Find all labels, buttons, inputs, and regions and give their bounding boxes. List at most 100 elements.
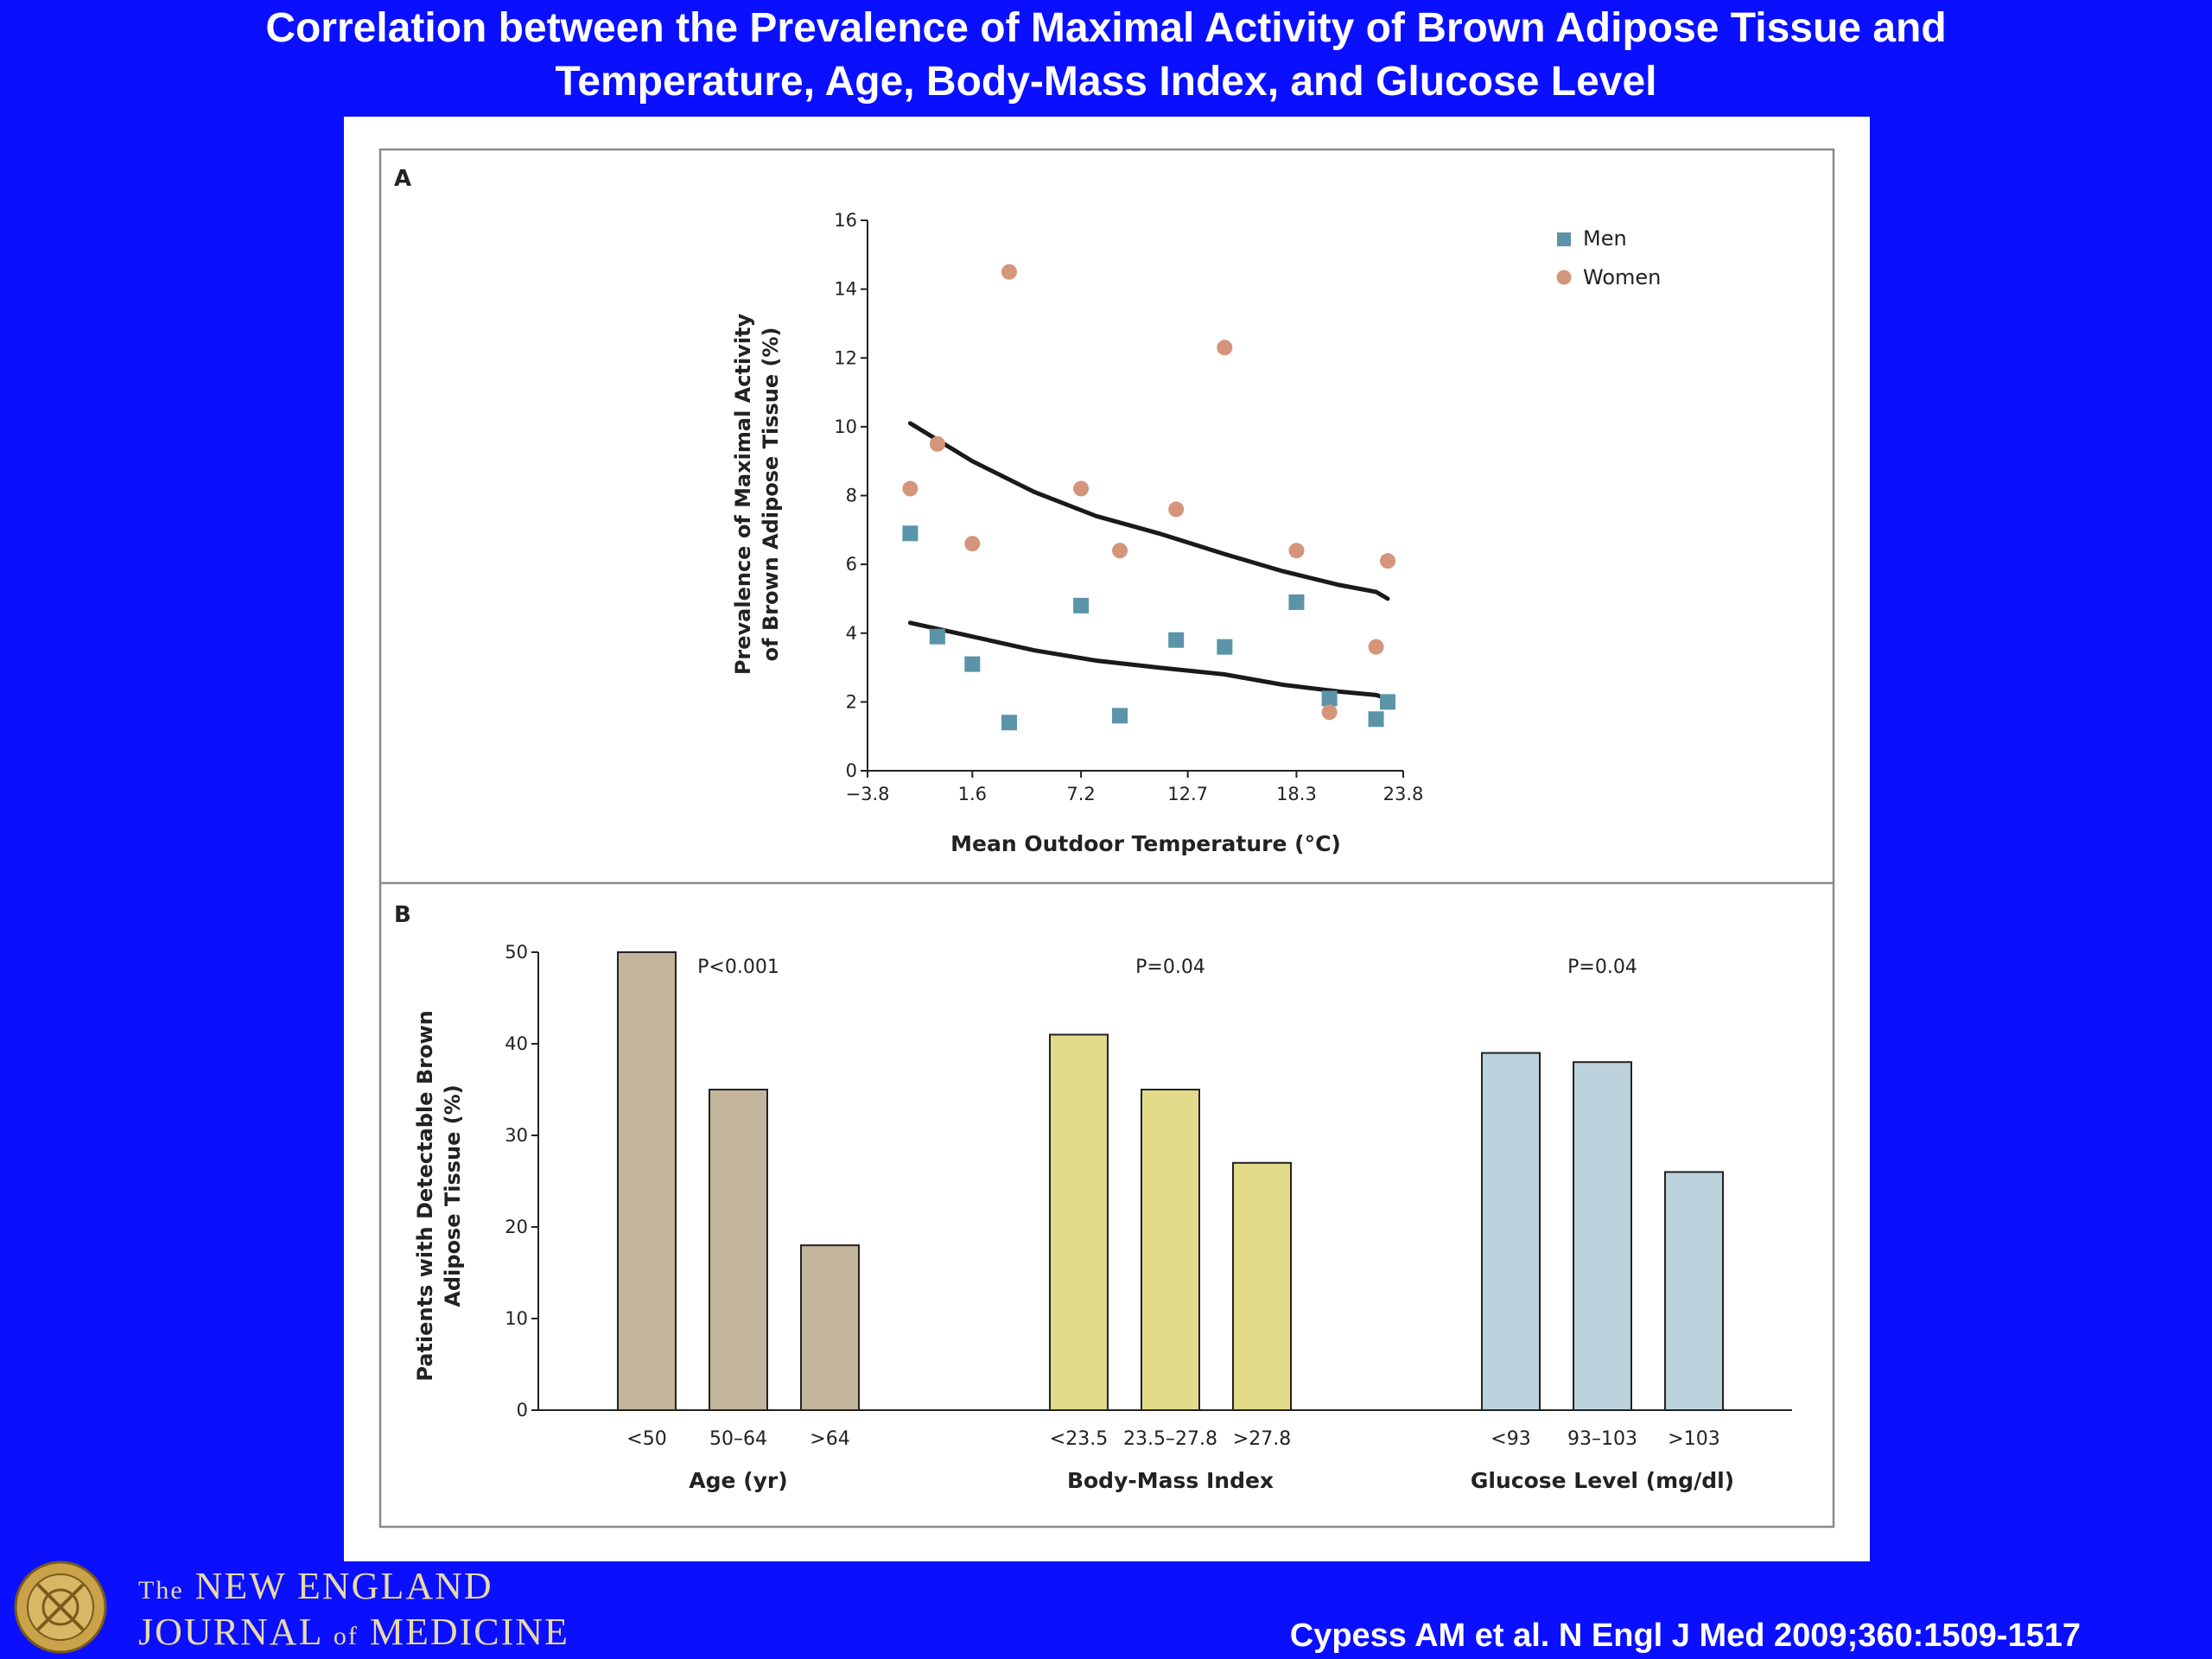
panel-a-x-tick-label: 18.3 (1276, 784, 1317, 804)
legend-men-marker (1557, 232, 1571, 246)
men-data-point (1112, 708, 1128, 724)
panel-a-y-axis-label-line-2: of Brown Adipose Tissue (%) (759, 327, 783, 662)
bar-1-2 (709, 1089, 768, 1411)
bar-category-label: <23.5 (1050, 1428, 1108, 1450)
panel-b-y-tick-label: 10 (505, 1308, 528, 1329)
women-data-point (1112, 543, 1128, 559)
panel-a-x-tick-label: 12.7 (1167, 784, 1208, 804)
panel-a-x-tick-label: 23.8 (1383, 784, 1424, 804)
panel-b-y-axis-label-line-1: Patients with Detectable Brown (413, 1010, 437, 1381)
bar-category-label: >103 (1668, 1428, 1719, 1450)
panel-b-bars: <50 50–64 >64 Age (yr) P<0.001 <23.5 23.5–27.8… (617, 951, 1734, 1493)
women-data-point (1368, 639, 1384, 655)
bar-group-label: Glucose Level (mg/dl) (1471, 1468, 1734, 1493)
men-data-point (1073, 597, 1090, 613)
p-value-label: P<0.001 (697, 957, 779, 978)
panel-a-y-tick-label: 6 (846, 554, 857, 575)
women-data-point (1288, 543, 1305, 559)
men-data-point (1001, 715, 1017, 731)
women-data-point (1217, 340, 1233, 356)
bar-category-label: >64 (810, 1428, 849, 1450)
legend-women-label: Women (1583, 265, 1661, 289)
trend-line-women (907, 421, 1390, 601)
trend-line-men (907, 620, 1390, 701)
panel-b-y-tick-label: 20 (505, 1217, 528, 1237)
panel-a-x-tick-label: 7.2 (1066, 784, 1095, 804)
women-data-point (1073, 480, 1090, 497)
bar-2-3 (1232, 1161, 1292, 1412)
bar-category-label: <50 (626, 1428, 666, 1450)
men-data-point (1217, 639, 1233, 655)
men-data-point (1288, 594, 1305, 610)
slide-title: Correlation between the Prevalence of Ma… (0, 0, 2212, 109)
bar-category-label: <93 (1491, 1428, 1530, 1450)
men-data-point (929, 628, 945, 645)
journal-line-2b: MEDICINE (369, 1611, 569, 1653)
men-data-point (1380, 694, 1396, 710)
journal-prefix: The (138, 1576, 184, 1605)
bar-category-label: 50–64 (709, 1428, 767, 1450)
panel-a-trend-lines (907, 421, 1390, 701)
panel-a-y-tick-label: 10 (834, 416, 857, 437)
panel-a-points (902, 264, 1396, 731)
panel-a-x-axis-label: Mean Outdoor Temperature (°C) (950, 831, 1341, 856)
bar-category-label: 93–103 (1567, 1428, 1637, 1450)
slide-title-line-2: Temperature, Age, Body-Mass Index, and G… (555, 59, 1657, 105)
panel-b-y-axis-label-line-2: Adipose Tissue (%) (441, 1084, 465, 1306)
women-data-point (1168, 501, 1185, 518)
panel-a-x-tick-label: 1.6 (958, 784, 987, 804)
panel-b-y-tick-label: 40 (505, 1033, 528, 1054)
bar-category-label: >27.8 (1233, 1428, 1291, 1450)
panel-b-y-tick-label: 30 (505, 1125, 528, 1146)
bar-2-1 (1049, 1033, 1109, 1412)
panel-b-y-tick-label: 0 (517, 1400, 528, 1421)
panel-a-y-axis-label-line-1: Prevalence of Maximal Activity (731, 313, 755, 675)
panel-a-axes: 0 2 4 6 8 10 12 14 16 −3.8 1.6 7.2 12.7 18.3 23.8 (834, 210, 1423, 804)
bar-category-label: 23.5–27.8 (1123, 1428, 1217, 1450)
women-data-point (1001, 264, 1017, 280)
panel-b-y-tick-label: 50 (505, 942, 528, 963)
women-data-point (964, 536, 981, 552)
panel-a-y-tick-label: 4 (846, 623, 857, 644)
women-data-point (1380, 553, 1396, 569)
journal-line-2a: JOURNAL (138, 1611, 322, 1653)
p-value-label: P=0.04 (1567, 957, 1637, 978)
p-value-label: P=0.04 (1135, 957, 1205, 978)
bar-3-2 (1573, 1061, 1632, 1411)
panel-a-y-tick-label: 8 (846, 486, 857, 506)
journal-of: of (333, 1622, 359, 1650)
bar-2-2 (1141, 1089, 1200, 1411)
men-data-point (902, 525, 918, 542)
bar-1-3 (800, 1244, 860, 1411)
panel-a-y-tick-label: 12 (834, 347, 857, 368)
panel-a-y-tick-label: 2 (846, 691, 857, 712)
panel-b-label: B (394, 902, 411, 928)
slide-title-line-1: Correlation between the Prevalence of Ma… (265, 5, 1947, 51)
nejm-seal-icon (14, 1560, 107, 1654)
men-data-point (1368, 711, 1384, 728)
figure-svg: A Mean Outdoor Temperature (°C) Prevalen… (378, 148, 1835, 1529)
bar-3-3 (1664, 1171, 1724, 1412)
citation: Cypess AM et al. N Engl J Med 2009;360:1… (1289, 1618, 2081, 1654)
journal-line-1: NEW ENGLAND (194, 1565, 493, 1607)
men-data-point (1321, 690, 1338, 707)
bar-group-label: Age (yr) (689, 1468, 787, 1493)
journal-name: The NEW ENGLAND JOURNAL of MEDICINE (138, 1566, 569, 1657)
panel-a-label: A (394, 166, 411, 192)
panel-a-y-tick-label: 0 (846, 760, 857, 781)
bar-group-label: Body-Mass Index (1067, 1468, 1274, 1493)
bar-1-1 (617, 951, 677, 1411)
legend-women-marker (1556, 270, 1572, 285)
panel-a-y-tick-label: 16 (834, 210, 857, 231)
bar-3-1 (1481, 1052, 1541, 1411)
men-data-point (964, 656, 981, 672)
legend-men-label: Men (1583, 226, 1627, 251)
women-data-point (1321, 704, 1338, 721)
men-data-point (1168, 632, 1185, 648)
figure-frame (378, 148, 1835, 1529)
panel-a-x-tick-label: −3.8 (846, 784, 890, 804)
figure-panel: A Mean Outdoor Temperature (°C) Prevalen… (344, 117, 1870, 1561)
women-data-point (902, 480, 918, 497)
panel-a-y-tick-label: 14 (834, 279, 857, 300)
women-data-point (929, 435, 945, 452)
